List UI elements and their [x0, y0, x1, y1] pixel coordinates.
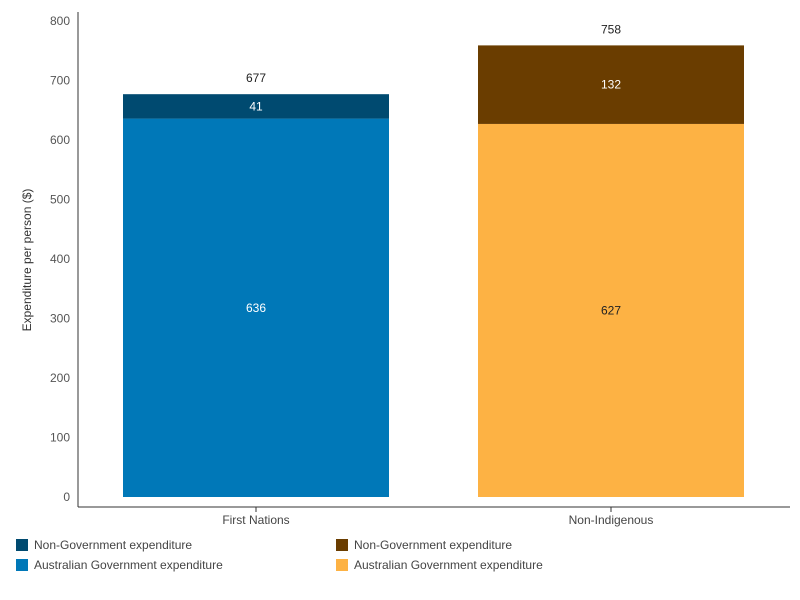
stacked-bar-chart: 0 100 200 300 400 500 600 700 800 First Nations No… — [20, 12, 790, 527]
total-value-label: 758 — [601, 22, 621, 36]
legend-swatch — [16, 539, 28, 551]
segment-value-label: 627 — [601, 303, 621, 317]
segment-value-label: 132 — [601, 78, 621, 92]
x-tick-label: First Nations — [222, 513, 289, 527]
legend-swatch — [16, 559, 28, 571]
legend-label: Non-Government expenditure — [354, 538, 513, 552]
y-tick-label: 800 — [50, 14, 70, 28]
chart-axes: 0 100 200 300 400 500 600 700 800 First Nations No… — [50, 12, 790, 527]
bar-segment — [123, 118, 389, 497]
legend: Non-Government expenditure Australian Go… — [16, 538, 796, 582]
bar-segment — [123, 94, 389, 119]
segment-value-label: 41 — [249, 99, 263, 113]
x-tick-label: Non-Indigenous — [569, 513, 654, 527]
y-tick-label: 700 — [50, 74, 70, 88]
legend-item-first-nations-australian-government: Australian Government expenditure — [16, 558, 223, 572]
chart-bars: 636 41 677 627 132 758 — [123, 22, 744, 497]
legend-item-first-nations-non-government: Non-Government expenditure — [16, 538, 192, 552]
legend-item-non-indigenous-non-government: Non-Government expenditure — [336, 538, 512, 552]
segment-value-label: 636 — [246, 301, 266, 315]
total-value-label: 677 — [246, 71, 266, 85]
y-tick-label: 500 — [50, 193, 70, 207]
legend-swatch — [336, 539, 348, 551]
bar-segment — [478, 45, 744, 124]
y-tick-label: 0 — [63, 490, 70, 504]
y-tick-label: 100 — [50, 431, 70, 445]
legend-label: Australian Government expenditure — [354, 558, 543, 572]
y-tick-label: 300 — [50, 312, 70, 326]
bar-segment — [478, 123, 744, 497]
y-tick-label: 400 — [50, 252, 70, 266]
y-tick-label: 600 — [50, 133, 70, 147]
y-tick-label: 200 — [50, 371, 70, 385]
legend-item-non-indigenous-australian-government: Australian Government expenditure — [336, 558, 543, 572]
y-axis-label: Expenditure per person ($) — [20, 189, 34, 332]
legend-label: Non-Government expenditure — [34, 538, 193, 552]
legend-swatch — [336, 559, 348, 571]
legend-label: Australian Government expenditure — [34, 558, 223, 572]
